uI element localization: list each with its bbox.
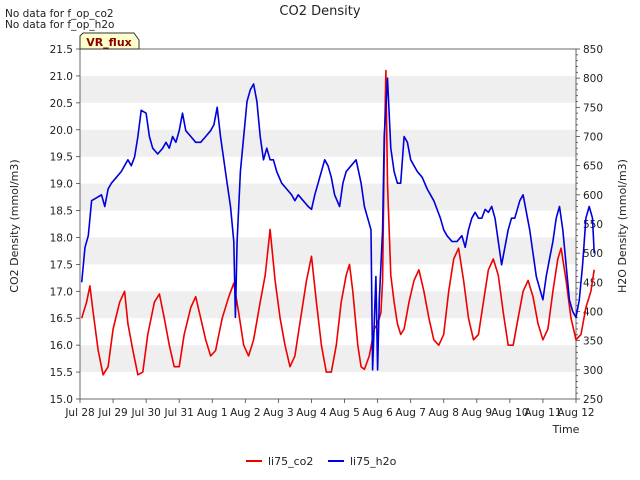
notice-h2o: No data for f_op_h2o [5,19,114,31]
y-left-tick-label: 21.5 [50,44,73,56]
y-left-tick-label: 19.5 [50,152,73,164]
y-right-tick-label: 400 [583,307,603,319]
y-right-tick-label: 600 [583,190,603,202]
chart-title: CO2 Density [279,4,360,19]
legend: li75_co2 li75_h2o [246,455,397,468]
vr-flux-badge: VR_flux [79,32,140,50]
legend-label-h2o: li75_h2o [350,455,397,468]
y-right-tick-label: 700 [583,132,603,144]
y-right-tick-label: 800 [583,73,603,85]
grid-band [80,345,576,373]
notice-co2: No data for f_op_co2 [5,8,114,20]
y-left-tick-label: 18.0 [50,232,73,244]
y-right-tick-label: 350 [583,336,603,348]
y-left-tick-label: 18.5 [50,206,73,218]
x-tick-label: Aug 2 [230,407,261,419]
x-tick-label: Aug 6 [362,407,393,419]
grid-band [80,75,576,103]
x-tick-label: Aug 10 [491,407,528,419]
grid-band [80,129,576,157]
grid-band [80,183,576,211]
y-left-tick-label: 20.5 [50,98,73,110]
y-left-tick-label: 19.0 [50,179,73,191]
x-tick-label: Aug 7 [395,407,426,419]
x-tick-label: Aug 9 [462,407,493,419]
y-left-tick-label: 21.0 [50,71,73,83]
x-tick-label: Jul 29 [97,407,127,419]
y-right-tick-label: 250 [583,394,603,406]
y-left-tick-label: 16.5 [50,313,73,325]
x-tick-label: Jul 31 [164,407,194,419]
y-axis-left: 15.0 15.5 16.0 16.5 17.0 17.5 18.0 18.5 19.0 19.5… [50,44,80,406]
y-right-tick-label: 450 [583,277,603,289]
y-right-tick-label: 500 [583,248,603,260]
y-left-tick-label: 20.0 [50,125,73,137]
y-right-tick-label: 650 [583,161,603,173]
y-right-tick-label: 850 [583,44,603,56]
series-lines [80,69,595,376]
badge-label: VR_flux [86,36,132,49]
x-axis-label: Time [552,423,580,436]
y-left-tick-label: 15.5 [50,367,73,379]
grid-bands [80,75,576,373]
y-right-tick-label: 750 [583,102,603,114]
y-axis-left-label: CO2 Density (mmol/m3) [8,159,21,292]
y-left-tick-label: 15.0 [50,394,73,406]
x-tick-label: Aug 4 [296,407,327,419]
x-tick-label: Aug 1 [197,407,228,419]
x-tick-label: Aug 3 [263,407,294,419]
y-left-tick-label: 17.0 [50,286,73,298]
series-line-li75_h2o [80,77,595,371]
series-line-li75_co2 [80,69,595,376]
x-tick-label: Aug 5 [329,407,360,419]
x-tick-label: Aug 11 [524,407,561,419]
y-left-tick-label: 16.0 [50,340,73,352]
x-tick-label: Jul 30 [130,407,160,419]
x-tick-label: Jul 28 [64,407,94,419]
x-tick-label: Aug 12 [557,407,594,419]
x-tick-label: Aug 8 [428,407,459,419]
y-axis-right-label: H2O Density (mmol/m3) [616,159,629,293]
y-left-tick-label: 17.5 [50,259,73,271]
y-right-tick-label: 300 [583,365,603,377]
legend-label-co2: li75_co2 [268,455,313,468]
